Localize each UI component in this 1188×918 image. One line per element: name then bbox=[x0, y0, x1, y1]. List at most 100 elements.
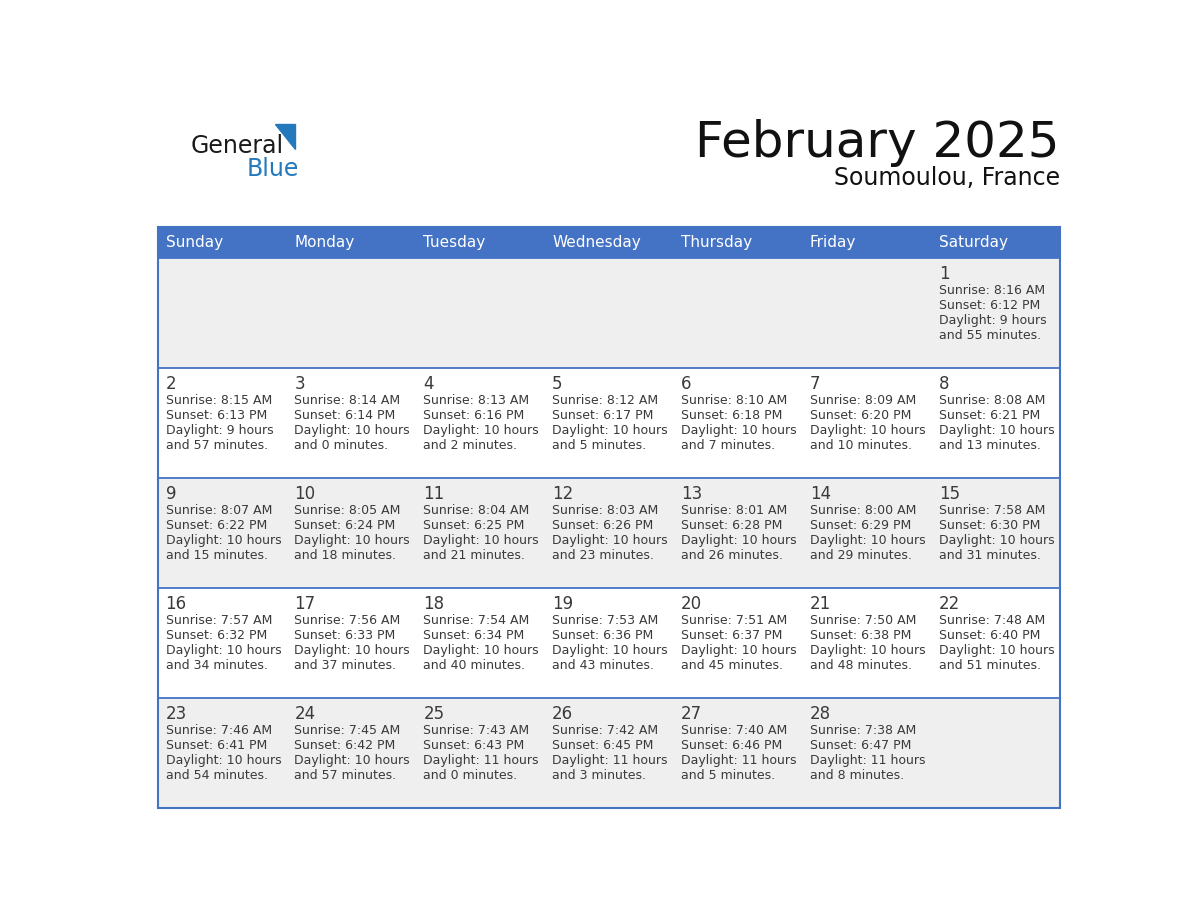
Text: and 0 minutes.: and 0 minutes. bbox=[423, 769, 518, 782]
Bar bbox=[416, 368, 544, 478]
Text: Monday: Monday bbox=[295, 235, 355, 250]
Text: February 2025: February 2025 bbox=[695, 119, 1060, 167]
Text: Daylight: 10 hours: Daylight: 10 hours bbox=[552, 644, 668, 657]
Bar bbox=[544, 258, 674, 368]
Text: Sunset: 6:28 PM: Sunset: 6:28 PM bbox=[681, 519, 783, 532]
Bar bbox=[802, 478, 931, 588]
Text: 8: 8 bbox=[939, 375, 949, 393]
Text: Sunset: 6:26 PM: Sunset: 6:26 PM bbox=[552, 519, 653, 532]
Text: and 51 minutes.: and 51 minutes. bbox=[939, 659, 1041, 672]
Text: Daylight: 10 hours: Daylight: 10 hours bbox=[810, 644, 925, 657]
Text: Sunset: 6:12 PM: Sunset: 6:12 PM bbox=[939, 299, 1040, 312]
Text: Daylight: 10 hours: Daylight: 10 hours bbox=[165, 754, 282, 767]
Text: and 13 minutes.: and 13 minutes. bbox=[939, 439, 1041, 453]
Text: Daylight: 10 hours: Daylight: 10 hours bbox=[423, 534, 539, 547]
Bar bbox=[674, 368, 802, 478]
Text: Daylight: 10 hours: Daylight: 10 hours bbox=[681, 534, 797, 547]
Text: and 10 minutes.: and 10 minutes. bbox=[810, 439, 912, 453]
Text: and 3 minutes.: and 3 minutes. bbox=[552, 769, 646, 782]
Text: Sunrise: 8:10 AM: Sunrise: 8:10 AM bbox=[681, 394, 788, 408]
Text: Sunset: 6:41 PM: Sunset: 6:41 PM bbox=[165, 739, 267, 752]
Text: Sunrise: 7:53 AM: Sunrise: 7:53 AM bbox=[552, 614, 658, 627]
Text: and 43 minutes.: and 43 minutes. bbox=[552, 659, 655, 672]
Bar bbox=[931, 588, 1060, 698]
Text: Sunrise: 8:16 AM: Sunrise: 8:16 AM bbox=[939, 285, 1045, 297]
Bar bbox=[802, 227, 931, 258]
Text: Sunrise: 8:00 AM: Sunrise: 8:00 AM bbox=[810, 504, 916, 517]
Text: Daylight: 10 hours: Daylight: 10 hours bbox=[423, 644, 539, 657]
Text: and 37 minutes.: and 37 minutes. bbox=[295, 659, 397, 672]
Bar bbox=[674, 478, 802, 588]
Bar bbox=[802, 258, 931, 368]
Text: 5: 5 bbox=[552, 375, 563, 393]
Bar bbox=[158, 227, 1060, 808]
Text: 20: 20 bbox=[681, 595, 702, 613]
Text: 7: 7 bbox=[810, 375, 821, 393]
Bar bbox=[544, 227, 674, 258]
Text: Sunrise: 8:09 AM: Sunrise: 8:09 AM bbox=[810, 394, 916, 408]
Text: 1: 1 bbox=[939, 265, 949, 283]
Text: Sunrise: 8:05 AM: Sunrise: 8:05 AM bbox=[295, 504, 400, 517]
Bar bbox=[931, 478, 1060, 588]
Text: Sunset: 6:38 PM: Sunset: 6:38 PM bbox=[810, 629, 911, 642]
Text: Sunset: 6:22 PM: Sunset: 6:22 PM bbox=[165, 519, 267, 532]
Text: Daylight: 10 hours: Daylight: 10 hours bbox=[295, 424, 410, 437]
Text: Daylight: 10 hours: Daylight: 10 hours bbox=[810, 424, 925, 437]
Text: and 5 minutes.: and 5 minutes. bbox=[552, 439, 646, 453]
Text: 14: 14 bbox=[810, 485, 832, 503]
Bar bbox=[802, 368, 931, 478]
Text: Sunrise: 7:58 AM: Sunrise: 7:58 AM bbox=[939, 504, 1045, 517]
Text: Sunset: 6:18 PM: Sunset: 6:18 PM bbox=[681, 409, 783, 422]
Text: Sunset: 6:33 PM: Sunset: 6:33 PM bbox=[295, 629, 396, 642]
Text: Blue: Blue bbox=[247, 157, 299, 181]
Text: and 45 minutes.: and 45 minutes. bbox=[681, 659, 783, 672]
Text: Sunset: 6:36 PM: Sunset: 6:36 PM bbox=[552, 629, 653, 642]
Text: 27: 27 bbox=[681, 705, 702, 722]
Text: Daylight: 10 hours: Daylight: 10 hours bbox=[423, 424, 539, 437]
Text: 11: 11 bbox=[423, 485, 444, 503]
Text: Sunset: 6:46 PM: Sunset: 6:46 PM bbox=[681, 739, 782, 752]
Bar bbox=[544, 698, 674, 808]
Bar bbox=[416, 227, 544, 258]
Text: Sunrise: 7:56 AM: Sunrise: 7:56 AM bbox=[295, 614, 400, 627]
Text: Daylight: 10 hours: Daylight: 10 hours bbox=[810, 534, 925, 547]
Bar bbox=[158, 698, 286, 808]
Bar bbox=[674, 698, 802, 808]
Bar bbox=[931, 368, 1060, 478]
Bar bbox=[158, 478, 286, 588]
Text: Sunrise: 7:40 AM: Sunrise: 7:40 AM bbox=[681, 724, 788, 737]
Text: Sunset: 6:20 PM: Sunset: 6:20 PM bbox=[810, 409, 911, 422]
Bar bbox=[286, 588, 416, 698]
Text: 17: 17 bbox=[295, 595, 316, 613]
Text: Daylight: 11 hours: Daylight: 11 hours bbox=[423, 754, 539, 767]
Text: Daylight: 10 hours: Daylight: 10 hours bbox=[681, 644, 797, 657]
Text: 10: 10 bbox=[295, 485, 316, 503]
Bar bbox=[286, 227, 416, 258]
Bar bbox=[416, 698, 544, 808]
Text: and 57 minutes.: and 57 minutes. bbox=[295, 769, 397, 782]
Text: Thursday: Thursday bbox=[681, 235, 752, 250]
Text: Sunrise: 8:13 AM: Sunrise: 8:13 AM bbox=[423, 394, 530, 408]
Text: Sunset: 6:37 PM: Sunset: 6:37 PM bbox=[681, 629, 783, 642]
Text: Sunset: 6:16 PM: Sunset: 6:16 PM bbox=[423, 409, 525, 422]
Text: and 2 minutes.: and 2 minutes. bbox=[423, 439, 517, 453]
Text: and 7 minutes.: and 7 minutes. bbox=[681, 439, 775, 453]
Text: 28: 28 bbox=[810, 705, 832, 722]
Text: Sunrise: 7:48 AM: Sunrise: 7:48 AM bbox=[939, 614, 1045, 627]
Text: Sunrise: 8:01 AM: Sunrise: 8:01 AM bbox=[681, 504, 788, 517]
Text: Sunset: 6:24 PM: Sunset: 6:24 PM bbox=[295, 519, 396, 532]
Text: Daylight: 10 hours: Daylight: 10 hours bbox=[295, 754, 410, 767]
Text: Soumoulou, France: Soumoulou, France bbox=[834, 165, 1060, 190]
Text: Daylight: 10 hours: Daylight: 10 hours bbox=[165, 644, 282, 657]
Text: Daylight: 10 hours: Daylight: 10 hours bbox=[295, 534, 410, 547]
Text: and 26 minutes.: and 26 minutes. bbox=[681, 549, 783, 562]
Text: Sunset: 6:45 PM: Sunset: 6:45 PM bbox=[552, 739, 653, 752]
Text: and 34 minutes.: and 34 minutes. bbox=[165, 659, 267, 672]
Text: 22: 22 bbox=[939, 595, 960, 613]
Text: 12: 12 bbox=[552, 485, 574, 503]
Text: 6: 6 bbox=[681, 375, 691, 393]
Text: Sunset: 6:40 PM: Sunset: 6:40 PM bbox=[939, 629, 1041, 642]
Text: and 48 minutes.: and 48 minutes. bbox=[810, 659, 912, 672]
Bar bbox=[286, 478, 416, 588]
Text: Sunrise: 8:12 AM: Sunrise: 8:12 AM bbox=[552, 394, 658, 408]
